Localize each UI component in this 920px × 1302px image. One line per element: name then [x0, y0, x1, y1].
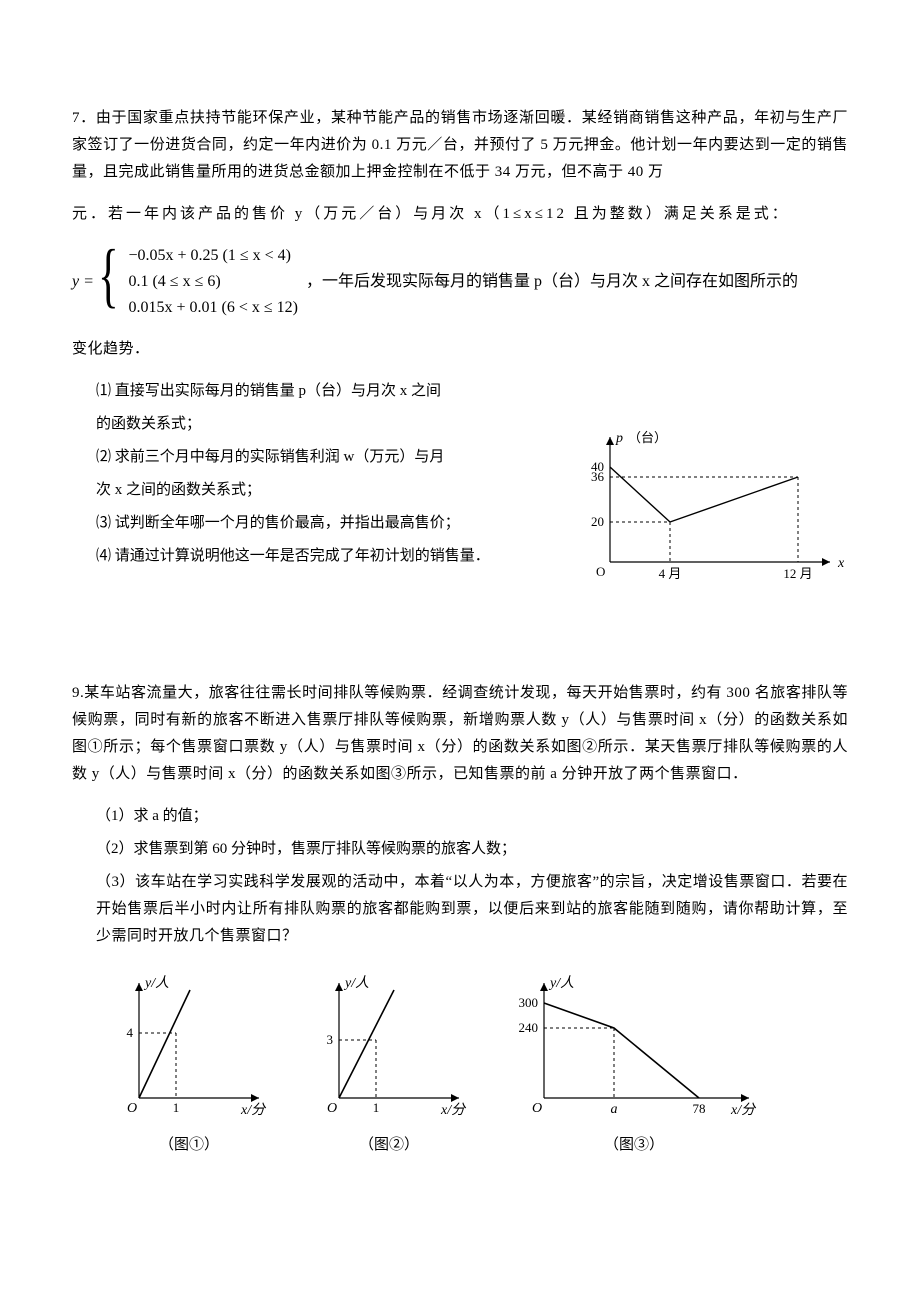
p9-chart2-svg: y/人 x/分 O 3 1 [304, 968, 474, 1128]
p9-chart1-col: y/人 x/分 O 4 1 （图①） [104, 968, 274, 1159]
p7-sub-items: ⑴ 直接写出实际每月的销售量 p（台）与月次 x 之间 的函数关系式； ⑵ 求前… [96, 378, 576, 570]
svg-text:x/分: x/分 [240, 1102, 267, 1118]
p9-chart3-caption: （图③） [504, 1132, 764, 1159]
p7-item-4: ⑷ 请通过计算说明他这一年是否完成了年初计划的销售量． [96, 543, 576, 570]
problem-9: 9.某车站客流量大，旅客往往需长时间排队等候购票．经调查统计发现，每天开始售票时… [72, 680, 848, 1159]
p9-item-1: （1）求 a 的值； [96, 803, 848, 830]
p7-cases: −0.05x + 0.25 (1 ≤ x < 4) 0.1 (4 ≤ x ≤ 6… [126, 243, 297, 321]
p7-item-2a: ⑵ 求前三个月中每月的实际销售利润 w（万元）与月 [96, 444, 576, 471]
svg-text:40: 40 [591, 459, 604, 474]
brace-wrap: { −0.05x + 0.25 (1 ≤ x < 4) 0.1 (4 ≤ x ≤… [98, 243, 298, 321]
p7-para1: 7．由于国家重点扶持节能环保产业，某种节能产品的销售市场逐渐回暖．某经销商销售这… [72, 105, 848, 186]
p9-para1-text: 某车站客流量大，旅客往往需长时间排队等候购票．经调查统计发现，每天开始售票时，约… [72, 685, 848, 782]
p7-body: ⑴ 直接写出实际每月的销售量 p（台）与月次 x 之间 的函数关系式； ⑵ 求前… [72, 378, 848, 570]
svg-text:4: 4 [127, 1025, 134, 1040]
p7-para1-text: 由于国家重点扶持节能环保产业，某种节能产品的销售市场逐渐回暖．某经销商销售这种产… [72, 110, 848, 180]
left-brace-icon: { [98, 243, 119, 321]
p7-chart: p（台）xO2036404 月12 月 [560, 422, 860, 592]
p7-formula-lhs: y = [72, 268, 94, 297]
svg-text:4 月: 4 月 [659, 566, 682, 581]
svg-text:x: x [837, 556, 845, 571]
p9-item-3: （3）该车站在学习实践科学发展观的活动中，本着“以人为本，方便旅客”的宗旨，决定… [96, 869, 848, 950]
p9-sub-items: （1）求 a 的值； （2）求售票到第 60 分钟时，售票厅排队等候购票的旅客人… [96, 803, 848, 950]
p7-case-1: −0.05x + 0.25 (1 ≤ x < 4) [126, 245, 297, 267]
p7-case-2: 0.1 (4 ≤ x ≤ 6) [126, 271, 297, 293]
svg-text:y/人: y/人 [343, 975, 369, 991]
p7-item-3: ⑶ 试判断全年哪一个月的售价最高，并指出最高售价； [96, 510, 576, 537]
p9-charts: y/人 x/分 O 4 1 （图①） y/人 x/分 O 3 1 （图②） y/人 x/分 O 300… [104, 968, 848, 1159]
svg-text:300: 300 [519, 995, 539, 1010]
p9-chart2-caption: （图②） [304, 1132, 474, 1159]
p7-chart-svg: p（台）xO2036404 月12 月 [560, 422, 860, 592]
svg-text:O: O [127, 1101, 137, 1116]
p9-chart3-svg: y/人 x/分 O 300 240 a 78 [504, 968, 764, 1128]
svg-text:x/分: x/分 [440, 1102, 467, 1118]
p7-item-1a: ⑴ 直接写出实际每月的销售量 p（台）与月次 x 之间 [96, 378, 576, 405]
p9-chart1-svg: y/人 x/分 O 4 1 [104, 968, 274, 1128]
p9-chart1-caption: （图①） [104, 1132, 274, 1159]
svg-text:O: O [596, 564, 605, 579]
svg-text:3: 3 [327, 1032, 334, 1047]
p7-number: 7． [72, 110, 96, 126]
svg-text:1: 1 [173, 1100, 180, 1115]
p9-chart3-col: y/人 x/分 O 300 240 a 78 （图③） [504, 968, 764, 1159]
p9-item-2: （2）求售票到第 60 分钟时，售票厅排队等候购票的旅客人数； [96, 836, 848, 863]
svg-text:（台）: （台） [628, 430, 667, 445]
p9-chart2-col: y/人 x/分 O 3 1 （图②） [304, 968, 474, 1159]
p7-item-2b: 次 x 之间的函数关系式； [96, 477, 576, 504]
problem-7: 7．由于国家重点扶持节能环保产业，某种节能产品的销售市场逐渐回暖．某经销商销售这… [72, 105, 848, 570]
svg-text:78: 78 [693, 1101, 706, 1116]
svg-text:p: p [615, 431, 623, 446]
p7-para2: 元．若一年内该产品的售价 y（万元／台）与月次 x（1≤x≤12 且为整数）满足… [72, 201, 848, 228]
svg-text:1: 1 [373, 1100, 380, 1115]
svg-text:O: O [532, 1101, 542, 1116]
p7-case-3: 0.015x + 0.01 (6 < x ≤ 12) [126, 297, 297, 319]
p9-para1: 9.某车站客流量大，旅客往往需长时间排队等候购票．经调查统计发现，每天开始售票时… [72, 680, 848, 788]
svg-text:a: a [611, 1102, 618, 1117]
p9-number: 9. [72, 685, 84, 701]
svg-text:y/人: y/人 [548, 975, 574, 991]
p7-formula-tail: ，一年后发现实际每月的销售量 p（台）与月次 x 之间存在如图所示的 [306, 268, 798, 297]
svg-text:O: O [327, 1101, 337, 1116]
svg-text:x/分: x/分 [730, 1102, 757, 1118]
svg-text:y/人: y/人 [143, 975, 169, 991]
p7-item-1b: 的函数关系式； [96, 411, 576, 438]
p7-para3: 变化趋势． [72, 336, 848, 363]
svg-text:12 月: 12 月 [783, 566, 812, 581]
svg-text:20: 20 [591, 514, 604, 529]
svg-text:240: 240 [519, 1020, 539, 1035]
p7-formula: y = { −0.05x + 0.25 (1 ≤ x < 4) 0.1 (4 ≤… [72, 243, 848, 321]
